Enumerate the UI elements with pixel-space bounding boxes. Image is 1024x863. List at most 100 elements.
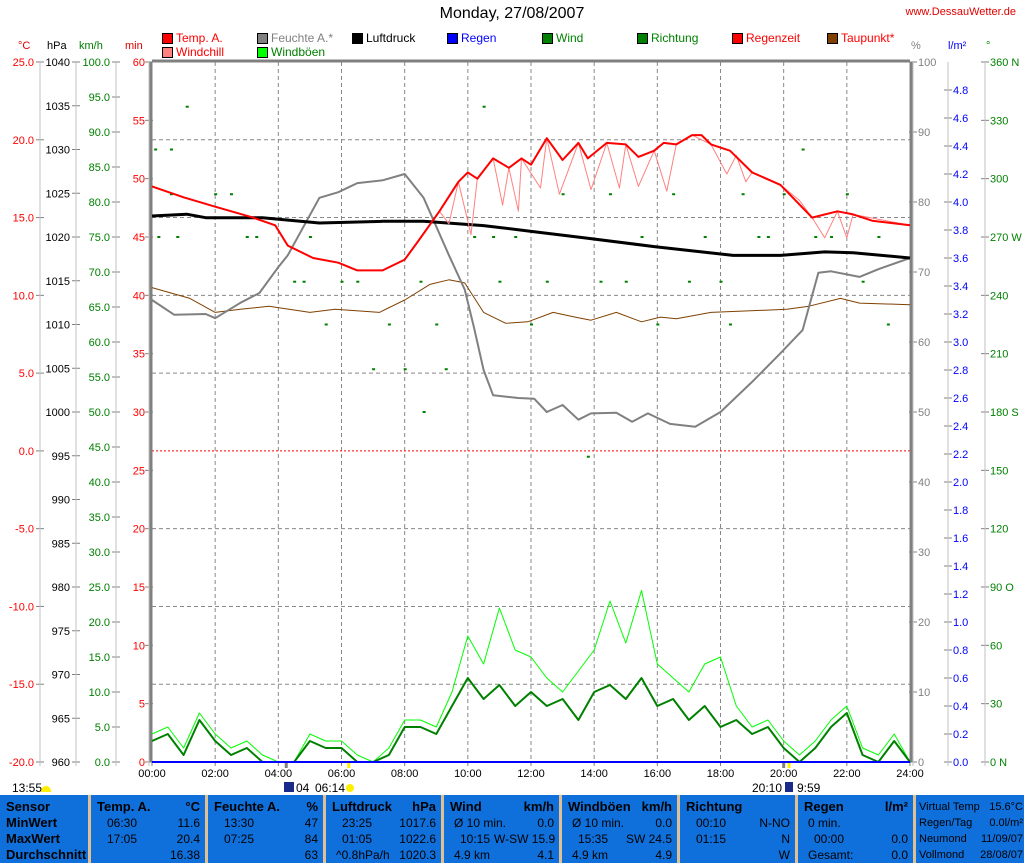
- rain-axis-tick-label: 1.8: [953, 505, 968, 517]
- panel-title: Wind: [450, 799, 482, 814]
- series-windchill-line: [439, 134, 911, 239]
- direction-axis-tick-label: 300: [990, 174, 1008, 186]
- direction-point: [169, 148, 173, 151]
- direction-point: [877, 236, 881, 238]
- panel-title: Windböen: [568, 799, 631, 814]
- x-tick-label: 20:00: [770, 768, 798, 780]
- chart-title: Monday, 27/08/2007: [439, 5, 585, 22]
- direction-point: [482, 105, 486, 108]
- rain-axis-tick-label: 4.8: [953, 85, 968, 97]
- panel-header: Windböen km/h: [568, 799, 672, 815]
- direction-point: [886, 323, 890, 326]
- legend-swatch: [827, 32, 838, 44]
- legend-label: Luftdruck: [366, 31, 416, 45]
- row-value: 63: [304, 848, 318, 862]
- panel-row: Ø 10 min. 0.0: [450, 815, 554, 831]
- direction-point: [293, 280, 297, 283]
- legend-label: Regen: [461, 31, 497, 45]
- direction-point: [640, 236, 644, 238]
- row-time: Ø 10 min.: [572, 816, 625, 830]
- wind-axis-tick-label: 50.0: [89, 407, 110, 419]
- rain-axis-tick-label: 0.4: [953, 701, 968, 713]
- panel-header: Regen l/m²: [804, 799, 908, 815]
- moonrise-time: 04: [296, 781, 310, 795]
- row-value: 47: [304, 816, 318, 830]
- row-value: N-NO: [759, 816, 790, 830]
- series-taupunkt-line: [151, 279, 911, 324]
- panel-row: 01:15 N: [686, 831, 790, 847]
- wind-axis-tick-label: 55.0: [89, 372, 110, 384]
- stats-panel: Windböen km/h Ø 10 min. 0.0 15:35 SW 24.5 4.9 …: [559, 795, 677, 863]
- row-time: 13:30: [224, 816, 255, 830]
- temp-axis-tick-label: 25.0: [13, 57, 34, 69]
- rain-axis-tick-label: 2.2: [953, 449, 968, 461]
- humidity-axis-tick-label: 10: [918, 687, 930, 699]
- temp-axis-tick-label: -20.0: [9, 757, 34, 769]
- stats-panel: Feuchte A.% 13:30 47 07:25 84 63: [205, 795, 323, 863]
- pressure-axis-tick-label: 1005: [46, 363, 70, 375]
- direction-point: [561, 193, 565, 196]
- moonset-time-left: 13:55: [12, 781, 43, 795]
- row-value: 11.6: [177, 816, 200, 830]
- legend-item: Temp. A.: [162, 31, 223, 45]
- wind-unit: km/h: [79, 40, 103, 52]
- direction-point: [229, 193, 233, 196]
- panel-title: Richtung: [686, 799, 743, 814]
- series-feuchte-a-line: [151, 173, 911, 428]
- direction-axis-tick-label: 330: [990, 115, 1008, 127]
- rain-axis-tick-label: 3.0: [953, 337, 968, 349]
- legend-label: Taupunkt*: [841, 31, 895, 45]
- row-time: 23:25: [342, 816, 373, 830]
- direction-point: [861, 280, 865, 283]
- extra-label: Virtual Temp: [919, 801, 980, 813]
- x-tick-label: 00:00: [138, 768, 166, 780]
- row-value: 1020.3: [399, 848, 436, 862]
- direction-axis-tick-label: 180 S: [990, 407, 1019, 419]
- site-link[interactable]: www.DessauWetter.de: [905, 6, 1016, 18]
- panel-row: W: [686, 847, 790, 863]
- extra-label: Neumond: [919, 833, 967, 845]
- direction-point: [586, 455, 590, 458]
- extra-row: Regen/Tag 0.0l/m²: [919, 815, 1023, 831]
- humidity-axis-tick-label: 60: [918, 337, 930, 349]
- panel-row: 4.9 km 4.1: [450, 847, 554, 863]
- row-value: W-SW 15.9: [494, 832, 556, 846]
- pressure-unit: hPa: [47, 40, 67, 52]
- panel-title: Luftdruck: [332, 799, 392, 814]
- direction-point: [530, 323, 533, 326]
- raintime-axis-tick-label: 10: [133, 640, 145, 652]
- temp-axis-tick-label: 10.0: [13, 290, 34, 302]
- direction-point: [830, 236, 834, 238]
- moonrise-icon: [284, 782, 294, 792]
- panel-header: Temp. A. °C: [97, 799, 200, 815]
- panel-header: Feuchte A.%: [214, 799, 318, 815]
- extra-value: 15.6°C: [989, 801, 1023, 813]
- rain-axis-tick-label: 1.6: [953, 533, 968, 545]
- wind-axis-tick-label: 25.0: [89, 582, 110, 594]
- row-time: 4.9 km: [454, 848, 491, 862]
- x-tick-label: 10:00: [454, 768, 482, 780]
- row-time: 00:10: [696, 816, 727, 830]
- direction-point: [387, 323, 391, 326]
- temp-axis-tick-label: -5.0: [15, 524, 34, 536]
- direction-point: [422, 411, 426, 413]
- row-value: 20.4: [176, 832, 200, 846]
- stats-panel: Luftdruck hPa 23:25 1017.6 01:05 1022.6 ^0.8hP…: [323, 795, 441, 863]
- pressure-axis-tick-label: 1015: [46, 276, 70, 288]
- pressure-axis-tick-label: 1040: [46, 57, 70, 69]
- direction-axis-tick-label: 0 N: [990, 757, 1007, 769]
- legend-item: Regen: [447, 31, 496, 45]
- raintime-axis-tick-label: 0: [139, 757, 145, 769]
- stats-panel: Temp. A. °C 06:30 11.6 17:05 20.4 16.38: [88, 795, 205, 863]
- extra-row: Neumond 11/09/07: [919, 831, 1023, 847]
- panel-row: 23:25 1017.6: [332, 815, 436, 831]
- humidity-axis-tick-label: 90: [918, 127, 930, 139]
- panel-row: 15:35 SW 24.5: [568, 831, 672, 847]
- x-tick-label: 14:00: [580, 768, 608, 780]
- extra-value: 11/09/07: [980, 833, 1023, 845]
- direction-point: [741, 193, 745, 196]
- row-time: 07:25: [224, 832, 255, 846]
- legend-swatch: [257, 32, 268, 44]
- row-time: 00:00: [814, 832, 845, 846]
- legend-item: Feuchte A.*: [257, 31, 333, 45]
